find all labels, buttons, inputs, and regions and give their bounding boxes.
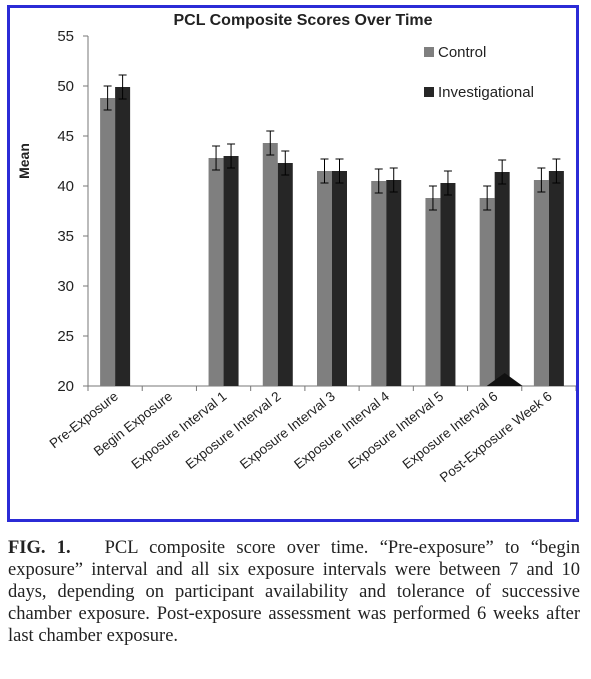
bars <box>100 74 564 386</box>
x-tick-label: Exposure Interval 6 <box>400 389 501 472</box>
y-tick-label: 40 <box>57 178 74 195</box>
x-tick-label: Exposure Interval 5 <box>345 389 446 472</box>
y-tick-label: 50 <box>57 78 74 95</box>
legend-label-investigational: Investigational <box>438 84 534 101</box>
figure-frame: PCL Composite Scores Over Time 20 25 30 35 4… <box>7 5 579 522</box>
legend-label-control: Control <box>438 44 486 61</box>
bar-investigational <box>440 183 456 386</box>
figure-caption: FIG. 1. PCL composite score over time. “… <box>8 537 580 647</box>
chart: PCL Composite Scores Over Time 20 25 30 35 4… <box>16 12 576 485</box>
y-tick-label: 20 <box>57 378 74 395</box>
bar-investigational <box>115 87 131 386</box>
bar-investigational <box>494 172 510 386</box>
bar-control <box>208 158 224 386</box>
bar-control <box>479 198 495 386</box>
triangle-marker <box>486 373 523 386</box>
legend-swatch-control <box>424 47 434 57</box>
y-tick-label: 55 <box>57 28 74 45</box>
legend: Control Investigational <box>424 44 534 101</box>
bar-investigational <box>223 156 239 386</box>
caption-label: FIG. 1. <box>8 538 71 558</box>
y-tick-label: 45 <box>57 128 74 145</box>
y-tick-label: 35 <box>57 228 74 245</box>
x-tick-label: Exposure Interval 4 <box>291 388 392 472</box>
bar-control <box>100 98 116 386</box>
bar-control <box>262 143 278 386</box>
bar-control <box>317 171 332 386</box>
bar-investigational <box>386 180 402 386</box>
chart-title: PCL Composite Scores Over Time <box>173 12 432 29</box>
x-tick-label: Exposure Interval 2 <box>183 389 284 472</box>
caption-text: PCL composite score over time. “Pre-expo… <box>8 538 581 646</box>
bar-investigational <box>548 171 564 386</box>
y-axis-label: Mean <box>16 143 32 179</box>
bar-investigational <box>277 163 293 386</box>
bar-control <box>533 180 549 386</box>
bar-control <box>371 181 387 386</box>
y-tick-label: 30 <box>57 278 74 295</box>
x-tick-label: Exposure Interval 3 <box>237 389 338 472</box>
legend-swatch-investigational <box>424 87 434 97</box>
x-tick-label: Exposure Interval 1 <box>129 389 230 472</box>
y-tick-label: 25 <box>57 328 74 345</box>
bar-control <box>425 198 441 386</box>
bar-investigational <box>332 171 347 386</box>
